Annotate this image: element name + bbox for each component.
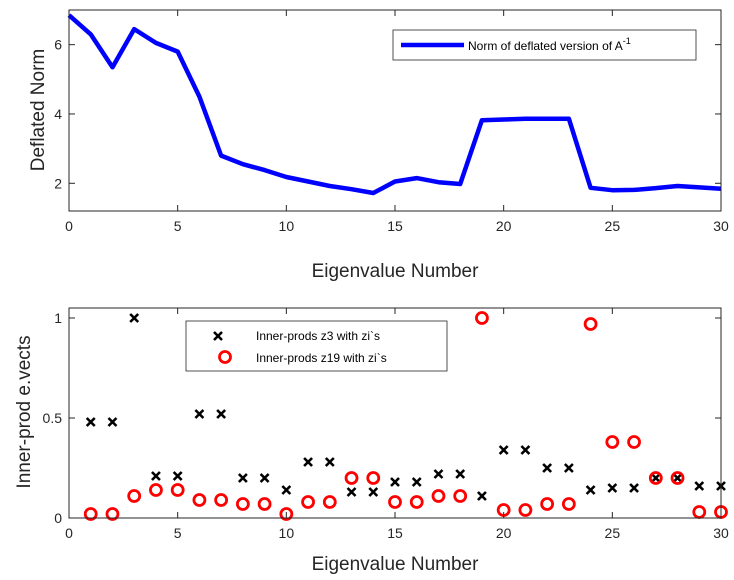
bottom-x-axis-label: Eigenvalue Number — [312, 554, 480, 575]
z3-inner-prod-point — [455, 469, 466, 479]
top-plot: 0 5 10 15 20 25 30 2 4 6 Eigenvalue Number Deflat… — [28, 9, 729, 282]
z19-inner-prod-point — [431, 489, 446, 503]
top-y-tick-label: 2 — [54, 175, 62, 191]
bottom-legend-label-1: Inner-prods z3 with zi`s — [256, 329, 380, 343]
bottom-x-tick-label: 5 — [174, 525, 182, 541]
z3-inner-prod-point — [650, 473, 661, 483]
z3-inner-prod-point — [237, 473, 248, 483]
z19-inner-prod-point — [518, 503, 533, 517]
bottom-x-tick-label: 10 — [279, 525, 295, 541]
top-y-tick-label: 6 — [54, 37, 62, 53]
bottom-legend: Inner-prods z3 with zi`s Inner-prods z19… — [185, 320, 448, 372]
top-legend: Norm of deflated version of A-1 — [392, 29, 697, 61]
top-x-tick-label: 25 — [605, 218, 621, 234]
z19-inner-prod-point — [475, 311, 489, 325]
z3-inner-prod-point — [151, 471, 161, 481]
bottom-legend-box — [185, 320, 448, 372]
top-x-tick-label: 15 — [387, 218, 403, 234]
bottom-x-tick-label: 0 — [65, 525, 73, 541]
top-plot-ticks: 0 5 10 15 20 25 30 2 4 6 — [54, 10, 729, 234]
bottom-y-axis-label: Inner-prod e.vects — [14, 335, 35, 488]
bottom-x-tick-label: 25 — [605, 525, 621, 541]
z19-inner-prod-point — [409, 495, 424, 509]
z19-inner-prod-point — [670, 471, 685, 485]
z3-inner-prod-point — [194, 409, 205, 419]
z19-inner-prod-point — [388, 495, 402, 509]
top-legend-label-main: Norm of deflated version of A — [468, 39, 623, 53]
z19-inner-prod-point — [583, 317, 598, 331]
top-legend-label: Norm of deflated version of A-1 — [468, 36, 631, 53]
z19-inner-prod-point — [257, 497, 272, 511]
z3-inner-prod-point — [498, 445, 509, 455]
z19-inner-prod-point — [279, 507, 294, 521]
top-x-tick-label: 30 — [713, 218, 729, 234]
z19-inner-prod-point — [149, 483, 163, 497]
z3-inner-prod-point — [85, 417, 96, 427]
z19-inner-prod-point — [322, 495, 337, 509]
bottom-legend-swatch-x — [213, 331, 223, 341]
z3-inner-prod-point — [216, 409, 227, 419]
z3-inner-prod-point — [281, 485, 292, 495]
z19-inner-prod-point — [83, 507, 98, 521]
top-x-tick-label: 0 — [65, 218, 73, 234]
z19-inner-prod-point — [605, 435, 620, 449]
top-x-tick-label: 5 — [174, 218, 182, 234]
z3-inner-prod-point — [368, 487, 379, 497]
deflated-norm-line — [67, 13, 722, 196]
bottom-y-tick-label: 0 — [54, 510, 62, 526]
z3-inner-prod-point — [433, 469, 444, 479]
z19-inner-prod-point — [561, 497, 576, 511]
z3-inner-prod-point — [542, 463, 553, 473]
z3-inner-prod-point — [390, 477, 400, 487]
bottom-x-tick-label: 20 — [496, 525, 512, 541]
top-legend-box — [392, 29, 697, 61]
z3-inner-prod-point — [585, 485, 596, 495]
bottom-x-tick-label: 15 — [387, 525, 403, 541]
bottom-y-tick-label: 0.5 — [43, 410, 63, 426]
bottom-x-tick-label: 30 — [713, 525, 729, 541]
z19-inner-prod-point — [540, 497, 555, 511]
top-x-tick-label: 20 — [496, 218, 512, 234]
z19-inner-prod-point — [366, 471, 381, 485]
z3-inner-prod-point — [607, 483, 618, 493]
z19-inner-prod-point — [627, 435, 641, 449]
z3-inner-prod-point — [303, 457, 313, 467]
top-x-tick-label: 10 — [279, 218, 295, 234]
top-y-tick-label: 4 — [54, 106, 62, 122]
z19-inner-prod-point — [214, 493, 229, 507]
z3-inner-prod-point — [411, 477, 422, 487]
bottom-plot-ticks: 0 5 10 15 20 25 30 0 0.5 1 — [43, 308, 729, 541]
top-y-axis-label: Deflated Norm — [28, 49, 49, 172]
z19-inner-prod-point — [648, 471, 663, 485]
z3-inner-prod-point — [672, 473, 683, 483]
z3-inner-prod-point — [346, 487, 357, 497]
z3-inner-prod-point — [324, 457, 335, 467]
z3-inner-prod-point — [259, 473, 270, 483]
z3-inner-prod-point — [172, 471, 183, 481]
z3-inner-prod-point — [477, 491, 487, 501]
z19-inner-prod-point — [170, 483, 185, 497]
top-x-axis-label: Eigenvalue Number — [312, 261, 480, 282]
z3-inner-prod-point — [107, 417, 118, 427]
z19-inner-prod-point — [453, 489, 468, 503]
z19-inner-prod-point — [192, 493, 207, 507]
z3-inner-prod-point — [520, 445, 531, 455]
z3-inner-prod-point — [129, 313, 140, 323]
top-legend-label-superscript: -1 — [623, 36, 631, 46]
z19-inner-prod-point — [301, 495, 315, 509]
z19-inner-prod-point — [105, 507, 120, 521]
bottom-legend-label-2: Inner-prods z19 with zi`s — [256, 351, 387, 365]
bottom-y-tick-label: 1 — [54, 310, 62, 326]
z19-inner-prod-point — [127, 489, 142, 503]
top-plot-marks — [67, 13, 722, 196]
z3-inner-prod-point — [629, 483, 639, 493]
z3-inner-prod-point — [563, 463, 574, 473]
z19-inner-prod-point — [235, 497, 250, 511]
bottom-plot: 0 5 10 15 20 25 30 0 0.5 1 Eigenvalue Number Inne… — [14, 307, 729, 575]
z19-inner-prod-point — [344, 471, 359, 485]
z3-inner-prod-point — [694, 481, 705, 491]
bottom-legend-swatch-o — [218, 350, 232, 364]
